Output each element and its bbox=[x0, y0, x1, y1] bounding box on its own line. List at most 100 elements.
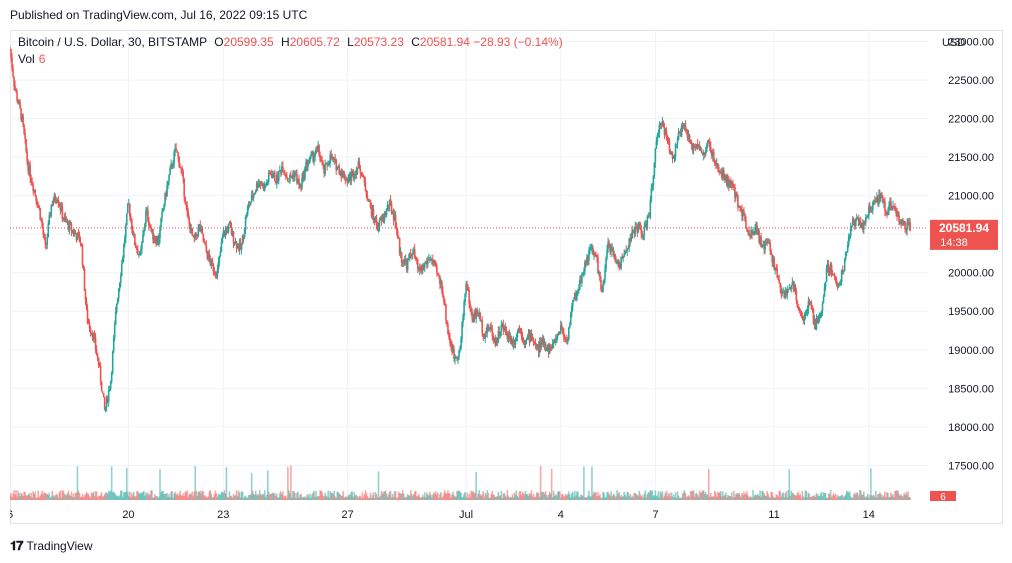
candle-body bbox=[132, 228, 134, 236]
candle-body bbox=[598, 271, 600, 274]
volume-bar bbox=[544, 490, 547, 500]
volume-bar bbox=[752, 490, 754, 500]
candle-body bbox=[505, 330, 508, 335]
volume-bar bbox=[158, 496, 160, 500]
volume-bar bbox=[18, 493, 20, 500]
candle-body bbox=[290, 175, 292, 177]
y-tick-label: 17500.00 bbox=[948, 460, 994, 472]
candle-body bbox=[23, 124, 25, 134]
volume-bar bbox=[286, 497, 288, 500]
candle-body bbox=[459, 347, 461, 351]
candle-body bbox=[227, 223, 230, 232]
candle-body bbox=[392, 213, 395, 221]
volume-bar bbox=[171, 490, 173, 500]
candle-body bbox=[501, 324, 504, 326]
candle-body bbox=[901, 220, 903, 225]
volume-bar bbox=[639, 493, 642, 500]
candle-body bbox=[215, 274, 218, 277]
candle-body bbox=[643, 226, 646, 236]
volume-bar bbox=[798, 495, 801, 500]
candle-body bbox=[204, 242, 207, 246]
candle-body bbox=[700, 149, 703, 153]
volume-bar bbox=[539, 465, 542, 500]
volume-bar bbox=[193, 491, 196, 500]
volume-bar bbox=[429, 491, 431, 500]
candle-body bbox=[907, 222, 909, 226]
volume-bar bbox=[35, 497, 37, 500]
volume-bar bbox=[112, 491, 115, 500]
candle-body bbox=[884, 201, 886, 211]
volume-bar bbox=[645, 497, 648, 500]
volume-bar bbox=[569, 494, 571, 500]
volume-bar bbox=[417, 493, 420, 500]
volume-bar bbox=[800, 497, 803, 500]
brand-label: TradingView bbox=[26, 539, 93, 553]
candle-body bbox=[799, 310, 802, 312]
volume-bar bbox=[712, 496, 715, 500]
volume-bar bbox=[324, 492, 326, 500]
candle-body bbox=[554, 339, 557, 343]
volume-bar bbox=[187, 496, 190, 500]
candle-body bbox=[520, 329, 523, 336]
volume-bar bbox=[409, 490, 412, 500]
volume-bar bbox=[697, 496, 700, 500]
candle-body bbox=[821, 302, 824, 311]
candle-body bbox=[769, 242, 771, 251]
candle-body bbox=[373, 218, 376, 222]
candle-body bbox=[709, 146, 712, 153]
volume-bar bbox=[614, 496, 616, 500]
candle-body bbox=[239, 242, 242, 250]
candle-body bbox=[42, 227, 45, 235]
candle-body bbox=[17, 100, 19, 104]
volume-bar bbox=[842, 497, 845, 500]
volume-bar bbox=[843, 495, 846, 500]
candle-body bbox=[203, 241, 206, 243]
volume-bar bbox=[449, 493, 451, 500]
volume-bar bbox=[659, 491, 662, 500]
volume-bar bbox=[577, 491, 579, 500]
candle-body bbox=[664, 130, 667, 136]
x-tick-label: 23 bbox=[217, 509, 229, 521]
footer[interactable]: 𝟏𝟕 TradingView bbox=[10, 538, 93, 554]
candle-body bbox=[550, 347, 553, 349]
time-axis: 6202327Jul471114 bbox=[10, 509, 875, 521]
candle-body bbox=[491, 328, 494, 336]
candle-body bbox=[244, 217, 247, 230]
candle-body bbox=[593, 253, 595, 255]
volume-bar bbox=[46, 493, 49, 500]
volume-bar bbox=[667, 493, 670, 500]
candle-body bbox=[64, 217, 67, 220]
candle-body bbox=[381, 216, 384, 221]
candle-body bbox=[379, 219, 382, 221]
volume-bar bbox=[376, 497, 379, 500]
candle-body bbox=[689, 141, 692, 144]
volume-bar bbox=[207, 496, 210, 500]
volume-bar bbox=[849, 496, 852, 500]
candle-body bbox=[835, 279, 838, 284]
candle-body bbox=[680, 126, 683, 137]
candle-body bbox=[639, 223, 642, 228]
volume-bar bbox=[749, 496, 751, 500]
volume-bar bbox=[679, 497, 682, 500]
candle-body bbox=[393, 214, 396, 221]
candle-body bbox=[39, 207, 42, 220]
candle-body bbox=[464, 293, 466, 303]
volume-bar bbox=[647, 492, 650, 500]
volume-bar bbox=[438, 497, 440, 500]
x-tick-label: 7 bbox=[652, 509, 658, 521]
candle-body bbox=[175, 148, 177, 151]
volume-bar bbox=[696, 494, 699, 500]
candle-body bbox=[411, 253, 414, 256]
volume-bar bbox=[601, 497, 603, 500]
candle-body bbox=[829, 264, 832, 273]
price-chart[interactable]: 17500.0018000.0018500.0019000.0019500.00… bbox=[10, 30, 1003, 524]
candle-body bbox=[251, 194, 254, 198]
volume-bar bbox=[214, 490, 217, 500]
candle-body bbox=[366, 196, 369, 201]
volume-bar bbox=[90, 492, 93, 500]
volume-bar bbox=[136, 491, 138, 500]
volume-bar bbox=[249, 494, 252, 500]
volume-bar bbox=[578, 496, 580, 500]
candle-body bbox=[466, 283, 468, 288]
volume-bar bbox=[524, 490, 527, 500]
